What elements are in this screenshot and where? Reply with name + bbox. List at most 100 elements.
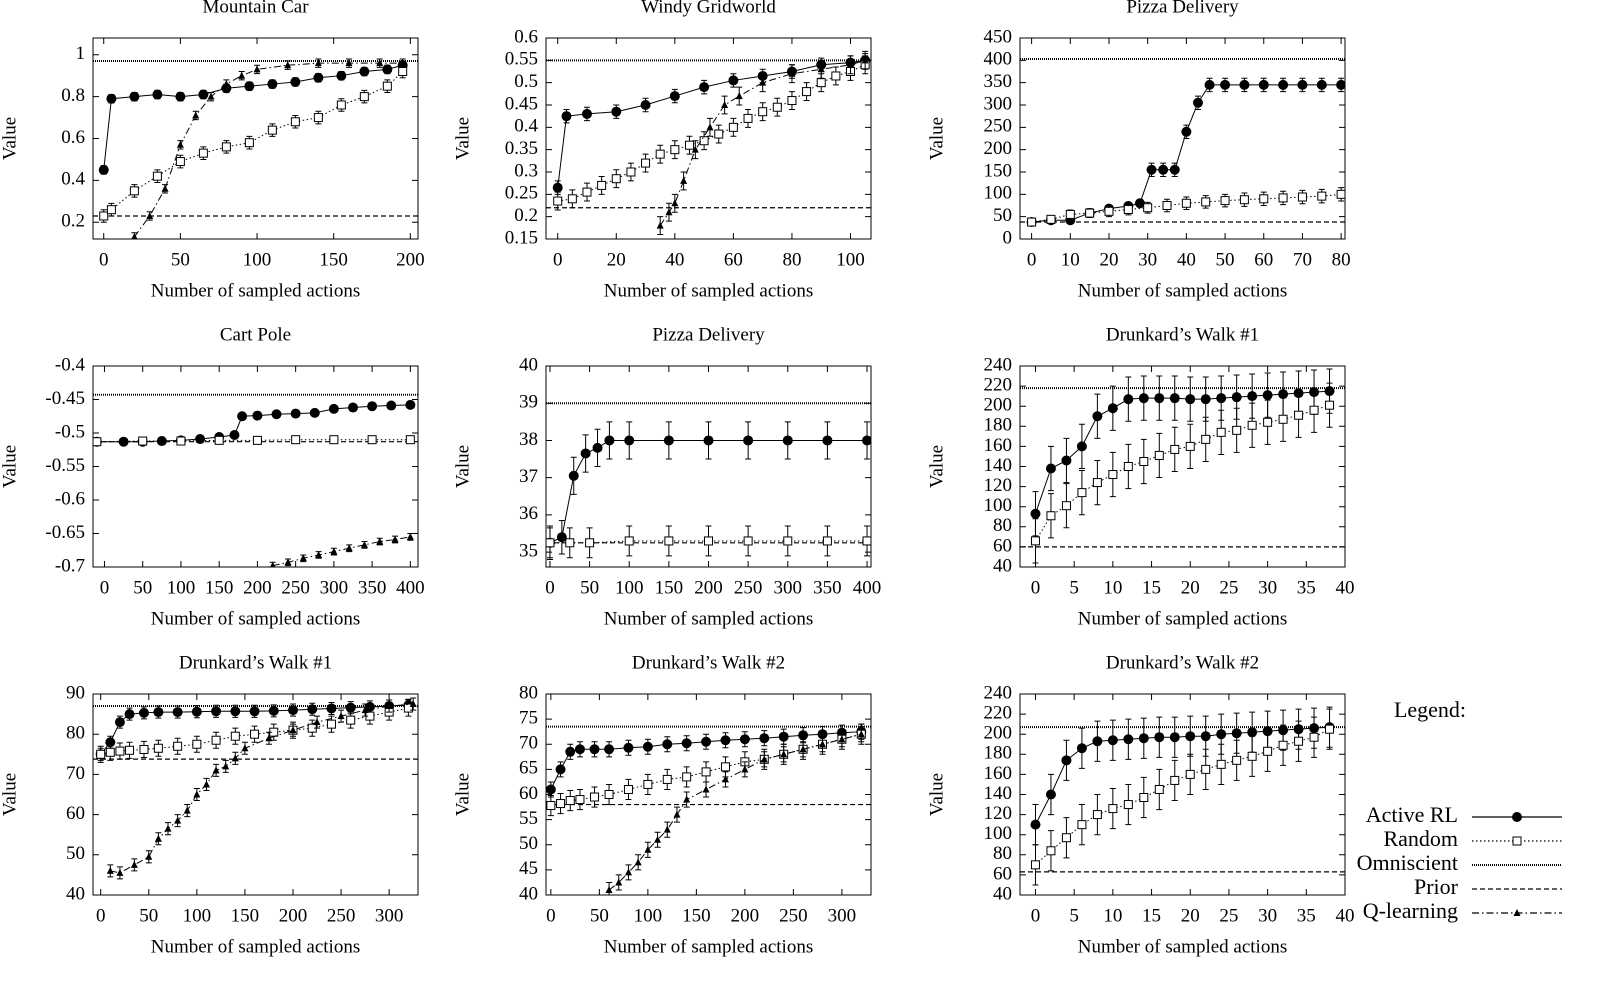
x-tick-label: 0 <box>100 577 110 598</box>
marker <box>1192 97 1203 108</box>
x-axis-label: Number of sampled actions <box>1078 280 1287 301</box>
marker <box>1085 208 1095 218</box>
x-tick-label: 40 <box>1336 577 1355 598</box>
marker <box>758 107 768 117</box>
marker <box>1181 198 1191 208</box>
x-tick-label: 20 <box>1099 249 1118 270</box>
marker <box>231 754 239 762</box>
marker <box>214 435 224 445</box>
marker <box>267 79 278 90</box>
panel: Drunkard’s Walk #1 Number of sampled acti… <box>926 324 1354 629</box>
y-tick-label: 40 <box>993 883 1012 904</box>
marker <box>1065 209 1075 219</box>
marker <box>663 435 674 446</box>
marker <box>405 435 415 445</box>
marker <box>701 736 712 747</box>
marker <box>230 731 240 741</box>
x-tick-label: 0 <box>1031 905 1041 926</box>
x-tick-label: 250 <box>779 905 808 926</box>
marker <box>230 706 241 717</box>
y-tick-label: -0.4 <box>55 354 86 375</box>
marker <box>1030 536 1040 546</box>
marker <box>284 558 292 566</box>
marker <box>105 747 115 757</box>
marker <box>642 741 653 752</box>
marker <box>1170 444 1180 454</box>
y-axis-label: Value <box>926 773 947 816</box>
marker <box>1061 455 1072 466</box>
y-tick-label: 0.6 <box>61 127 85 148</box>
marker <box>1027 217 1037 227</box>
marker <box>212 766 220 774</box>
marker <box>838 735 846 743</box>
x-tick-label: 50 <box>171 249 190 270</box>
marker <box>604 790 614 799</box>
marker <box>399 59 407 67</box>
panel-title: Drunkard’s Walk #1 <box>179 652 332 673</box>
marker <box>253 65 261 73</box>
marker <box>161 184 169 192</box>
marker <box>139 744 149 754</box>
marker <box>1154 732 1165 743</box>
y-tick-label: 0.4 <box>61 169 85 190</box>
y-tick-label: 160 <box>984 763 1013 784</box>
marker <box>1076 743 1087 754</box>
marker <box>574 744 585 755</box>
marker <box>1162 201 1172 210</box>
marker <box>644 845 652 853</box>
marker <box>330 547 338 555</box>
marker <box>138 436 148 446</box>
marker <box>1200 731 1211 742</box>
marker <box>735 92 743 100</box>
marker <box>1263 417 1273 427</box>
marker <box>1297 192 1307 202</box>
marker <box>315 550 323 558</box>
marker <box>1123 205 1133 215</box>
x-tick-label: 20 <box>607 249 626 270</box>
x-tick-label: 20 <box>1181 905 1200 926</box>
y-tick-label: 200 <box>984 138 1013 159</box>
marker <box>1061 833 1071 843</box>
marker <box>175 91 186 102</box>
marker <box>1146 164 1157 175</box>
marker <box>173 741 183 751</box>
marker <box>861 56 869 64</box>
marker <box>207 92 215 100</box>
marker <box>106 93 117 104</box>
marker <box>195 434 206 445</box>
marker <box>1294 410 1304 420</box>
marker <box>1061 501 1071 511</box>
marker <box>590 792 600 802</box>
marker <box>665 208 673 216</box>
marker <box>787 96 797 106</box>
y-tick-label: 400 <box>984 49 1013 70</box>
marker <box>336 100 346 110</box>
marker <box>1201 764 1211 774</box>
x-tick-label: 250 <box>281 577 310 598</box>
marker <box>831 71 841 81</box>
marker <box>783 536 793 546</box>
y-tick-label: 37 <box>519 466 538 487</box>
marker <box>252 410 263 421</box>
marker <box>337 712 345 720</box>
marker <box>760 755 768 763</box>
marker <box>1185 731 1196 742</box>
marker <box>1239 79 1250 90</box>
marker <box>1077 488 1087 498</box>
marker <box>568 470 579 481</box>
marker <box>553 196 563 206</box>
marker <box>152 89 163 100</box>
x-tick-label: 350 <box>813 577 842 598</box>
x-tick-label: 10 <box>1103 905 1122 926</box>
x-tick-label: 10 <box>1061 249 1080 270</box>
y-axis-label: Value <box>926 445 947 488</box>
marker <box>174 816 182 824</box>
marker <box>585 538 595 548</box>
marker <box>799 745 807 753</box>
panel: Drunkard’s Walk #2 Number of sampled acti… <box>926 652 1354 957</box>
x-tick-label: 250 <box>327 905 356 926</box>
marker <box>1169 393 1180 404</box>
marker <box>847 60 855 68</box>
marker <box>691 145 699 153</box>
